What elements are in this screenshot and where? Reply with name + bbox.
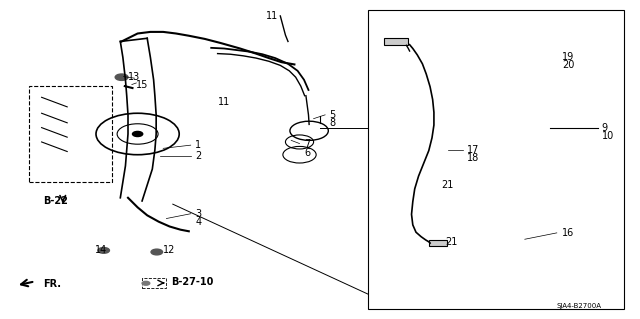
Bar	[142, 278, 166, 288]
Text: 8: 8	[330, 118, 336, 128]
Text: B-22: B-22	[44, 196, 68, 206]
Text: 2: 2	[195, 151, 202, 161]
Text: 17: 17	[467, 145, 479, 155]
Text: 13: 13	[128, 71, 140, 82]
Text: FR.: FR.	[44, 279, 61, 289]
Text: 14: 14	[95, 245, 107, 256]
Text: SJA4-B2700A: SJA4-B2700A	[557, 303, 602, 308]
Text: 21: 21	[445, 237, 457, 248]
Text: 6: 6	[304, 148, 310, 158]
Circle shape	[115, 74, 128, 80]
Text: 12: 12	[163, 245, 175, 256]
Text: 16: 16	[562, 228, 574, 238]
Text: 7: 7	[304, 138, 310, 149]
Circle shape	[98, 248, 109, 253]
Text: 4: 4	[195, 217, 202, 227]
Circle shape	[142, 281, 150, 285]
Text: 18: 18	[467, 153, 479, 163]
Text: 20: 20	[562, 60, 574, 70]
Bar	[429, 240, 447, 246]
Text: 9: 9	[602, 122, 608, 133]
Circle shape	[151, 249, 163, 255]
Bar	[29, 86, 112, 182]
Text: 10: 10	[602, 130, 614, 141]
Text: 15: 15	[136, 79, 148, 90]
Text: 21: 21	[442, 180, 454, 190]
Text: 3: 3	[195, 209, 202, 219]
Text: 11: 11	[266, 11, 278, 21]
Text: 11: 11	[218, 97, 230, 107]
Text: 1: 1	[195, 140, 202, 150]
Text: 5: 5	[330, 110, 336, 120]
Bar	[384, 38, 408, 45]
Text: B-27-10: B-27-10	[172, 277, 214, 287]
Circle shape	[132, 131, 143, 137]
Text: 19: 19	[562, 52, 574, 63]
Bar	[368, 10, 624, 309]
